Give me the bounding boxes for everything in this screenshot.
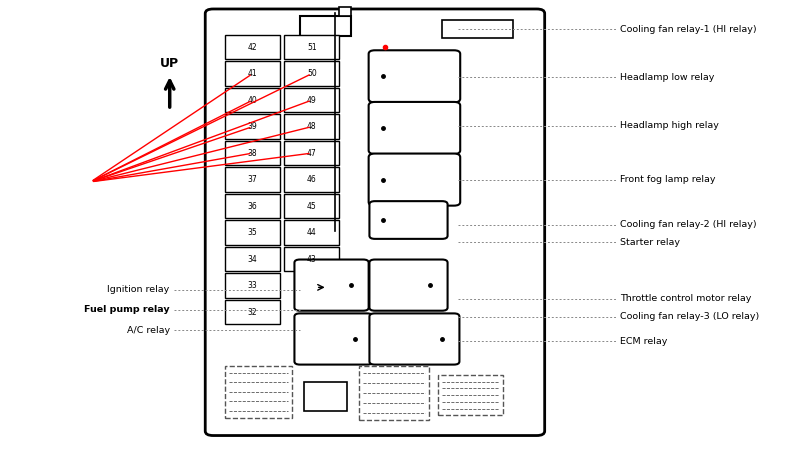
Bar <box>284 194 339 218</box>
Text: Cooling fan relay-1 (HI relay): Cooling fan relay-1 (HI relay) <box>619 25 756 34</box>
Text: ECM relay: ECM relay <box>619 337 667 346</box>
Bar <box>225 366 292 418</box>
Text: 36: 36 <box>248 202 257 211</box>
Bar <box>284 167 339 192</box>
Bar <box>284 35 339 59</box>
Text: A/C relay: A/C relay <box>127 326 170 335</box>
Text: 42: 42 <box>248 43 257 52</box>
Bar <box>225 300 280 324</box>
Text: 49: 49 <box>307 96 317 105</box>
Text: 46: 46 <box>307 175 317 184</box>
Text: 51: 51 <box>307 43 317 52</box>
FancyBboxPatch shape <box>369 154 460 206</box>
Bar <box>284 247 339 271</box>
Bar <box>284 88 339 112</box>
Text: 38: 38 <box>248 149 257 158</box>
Bar <box>225 220 280 245</box>
Text: Cooling fan relay-3 (LO relay): Cooling fan relay-3 (LO relay) <box>619 312 759 321</box>
Text: Headlamp low relay: Headlamp low relay <box>619 73 714 82</box>
Bar <box>300 16 351 36</box>
Bar <box>225 114 280 139</box>
Text: 50: 50 <box>307 69 317 78</box>
Text: 37: 37 <box>248 175 257 184</box>
Bar <box>225 61 280 86</box>
FancyBboxPatch shape <box>369 102 460 154</box>
FancyBboxPatch shape <box>369 260 447 311</box>
Text: 48: 48 <box>307 122 317 131</box>
Text: Starter relay: Starter relay <box>619 238 680 247</box>
Text: 43: 43 <box>307 255 317 264</box>
Text: Throttle control motor relay: Throttle control motor relay <box>619 294 751 303</box>
Bar <box>284 61 339 86</box>
Text: 33: 33 <box>248 281 257 290</box>
Text: 34: 34 <box>248 255 257 264</box>
Text: 45: 45 <box>307 202 317 211</box>
Bar <box>438 375 503 415</box>
Bar <box>225 141 280 165</box>
Text: UP: UP <box>160 57 179 70</box>
Text: Cooling fan relay-2 (HI relay): Cooling fan relay-2 (HI relay) <box>619 220 756 229</box>
Text: 47: 47 <box>307 149 317 158</box>
Bar <box>225 273 280 298</box>
Text: 32: 32 <box>248 308 257 317</box>
FancyBboxPatch shape <box>369 313 459 365</box>
Text: Front fog lamp relay: Front fog lamp relay <box>619 175 715 184</box>
Text: 39: 39 <box>248 122 257 131</box>
Text: 41: 41 <box>248 69 257 78</box>
Bar <box>442 20 513 38</box>
FancyBboxPatch shape <box>295 260 369 311</box>
FancyBboxPatch shape <box>369 201 447 239</box>
Bar <box>284 114 339 139</box>
Bar <box>284 141 339 165</box>
Text: 40: 40 <box>248 96 257 105</box>
FancyBboxPatch shape <box>369 50 460 102</box>
Bar <box>225 35 280 59</box>
Text: Headlamp high relay: Headlamp high relay <box>619 121 719 130</box>
Text: Fuel pump relay: Fuel pump relay <box>84 305 170 314</box>
Bar <box>225 167 280 192</box>
Bar <box>304 382 347 411</box>
Bar <box>339 7 351 16</box>
Bar <box>284 220 339 245</box>
Bar <box>225 247 280 271</box>
FancyBboxPatch shape <box>205 9 544 436</box>
FancyBboxPatch shape <box>295 313 373 365</box>
Text: 44: 44 <box>307 228 317 237</box>
Text: Ignition relay: Ignition relay <box>107 285 170 294</box>
Text: 35: 35 <box>248 228 257 237</box>
Bar <box>359 366 428 420</box>
Bar <box>225 194 280 218</box>
Bar <box>225 88 280 112</box>
